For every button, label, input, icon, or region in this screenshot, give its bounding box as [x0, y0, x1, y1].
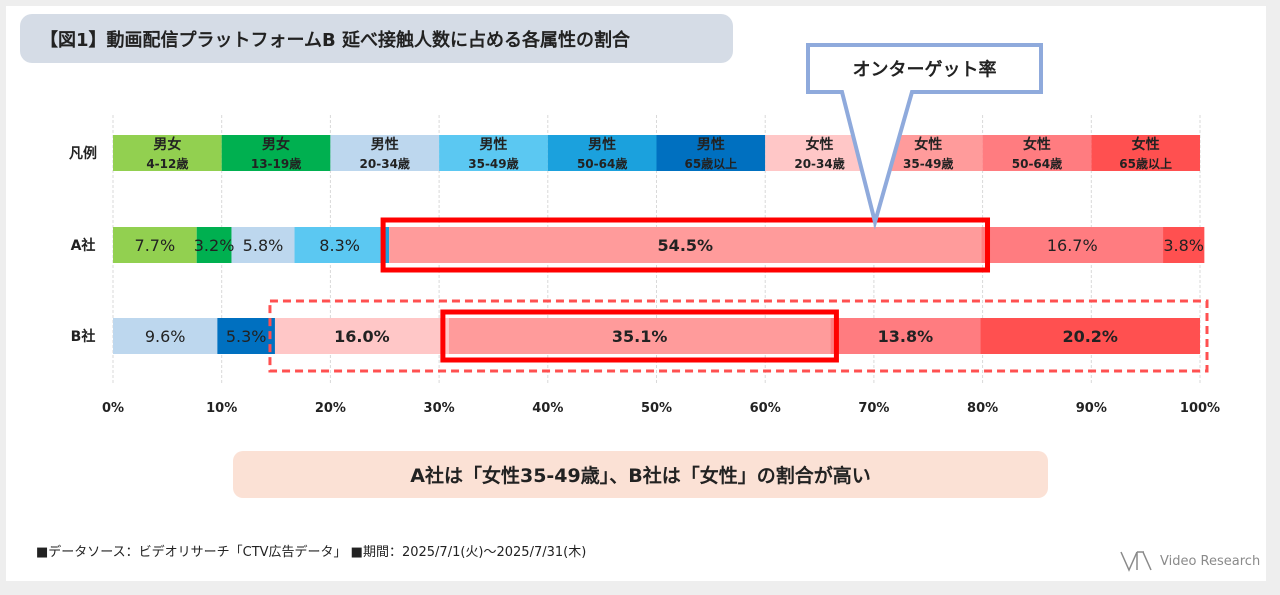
data-label: 8.3%: [319, 236, 360, 255]
highlight-box-a-female-35-49: [380, 217, 991, 273]
data-label: 7.7%: [135, 236, 176, 255]
x-tick-label: 20%: [315, 401, 346, 416]
x-tick-label: 50%: [641, 401, 672, 416]
legend-label-line1: 男女: [153, 136, 181, 153]
bar-segment: [830, 318, 981, 354]
legend-swatch: [113, 135, 222, 171]
legend-label-line1: 男性: [588, 136, 616, 153]
legend-label-line2: 65歳以上: [684, 156, 737, 171]
legend-label-line2: 13-19歳: [251, 156, 301, 171]
logo-text: Video Research: [1160, 553, 1261, 569]
legend-swatch: [221, 135, 331, 171]
legend-label-line2: 35-49歳: [903, 156, 953, 171]
legend-label-line1: 女性: [914, 136, 942, 153]
bar-segment: [113, 227, 197, 263]
x-tick-label: 60%: [750, 401, 781, 416]
legend-label-line2: 4-12歳: [146, 156, 188, 171]
bar-segment: [274, 318, 449, 354]
bar-segment: [1163, 227, 1205, 263]
legend-swatch: [1091, 135, 1200, 171]
data-label: 54.5%: [658, 236, 714, 255]
conclusion-banner: A社は「女性35-49歳」、B社は「女性」の割合が高い: [233, 451, 1048, 498]
legend-swatch: [656, 135, 766, 171]
legend-swatch: [982, 135, 1092, 171]
legend-label-line1: 男性: [371, 136, 399, 153]
data-label: 5.8%: [243, 236, 284, 255]
legend-label-line2: 20-34歳: [360, 156, 410, 171]
bar-segment: [981, 227, 1164, 263]
bar-segment: [217, 318, 275, 354]
data-label: 5.3%: [226, 327, 267, 346]
data-label: 16.0%: [334, 327, 390, 346]
bar-segment: [980, 318, 1200, 354]
bar-segment: [113, 318, 218, 354]
legend-label-line1: 女性: [1132, 136, 1160, 153]
x-tick-label: 30%: [424, 401, 455, 416]
vr-logo-icon: [1120, 551, 1152, 572]
x-tick-label: 100%: [1180, 401, 1220, 416]
bar-segment: [448, 318, 831, 354]
x-tick-label: 90%: [1076, 401, 1107, 416]
dashed-box-b-female: [268, 299, 1209, 373]
legend-label-line1: 男性: [479, 136, 507, 153]
x-tick-label: 70%: [858, 401, 889, 416]
bar-segment: [384, 227, 390, 263]
data-label: 13.8%: [878, 327, 934, 346]
legend-label-line1: 女性: [806, 136, 834, 153]
legend-label-line2: 50-64歳: [1012, 156, 1062, 171]
video-research-logo: Video Research: [1120, 550, 1260, 572]
x-tick-label: 40%: [532, 401, 563, 416]
x-tick-label: 0%: [102, 401, 124, 416]
bar-segment: [196, 227, 232, 263]
data-label: 16.7%: [1047, 236, 1098, 255]
data-source-footnote: ■データソース：ビデオリサーチ「CTV広告データ」 ■期間：2025/7/1(火…: [36, 545, 587, 560]
bar-segment: [231, 227, 295, 263]
legend-label-line1: 男女: [262, 136, 290, 153]
x-tick-label: 80%: [967, 401, 998, 416]
data-label: 20.2%: [1062, 327, 1118, 346]
legend-swatch: [330, 135, 440, 171]
category-label: A社: [71, 237, 96, 254]
legend-label-line2: 35-49歳: [468, 156, 518, 171]
data-label: 9.6%: [145, 327, 186, 346]
chart-title: 【図1】動画配信プラットフォームB 延べ接触人数に占める各属性の割合: [20, 14, 733, 63]
data-label: 3.8%: [1163, 236, 1204, 255]
category-label: 凡例: [69, 145, 97, 162]
bar-segment: [294, 227, 385, 263]
legend-swatch: [439, 135, 548, 171]
data-label: 35.1%: [612, 327, 668, 346]
legend-label-line1: 男性: [697, 136, 725, 153]
highlight-box-b-female-35-49: [440, 309, 839, 363]
callout-box: [806, 43, 1043, 230]
bar-segment: [389, 227, 982, 263]
legend-label-line2: 65歳以上: [1119, 156, 1172, 171]
legend-swatch: [547, 135, 657, 171]
legend-label-line2: 20-34歳: [794, 156, 844, 171]
legend-label-line1: 女性: [1023, 136, 1051, 153]
x-tick-label: 10%: [206, 401, 237, 416]
callout-label: オンターゲット率: [853, 59, 997, 81]
category-label: B社: [71, 328, 96, 345]
legend-label-line2: 50-64歳: [577, 156, 627, 171]
data-label: 3.2%: [194, 236, 235, 255]
